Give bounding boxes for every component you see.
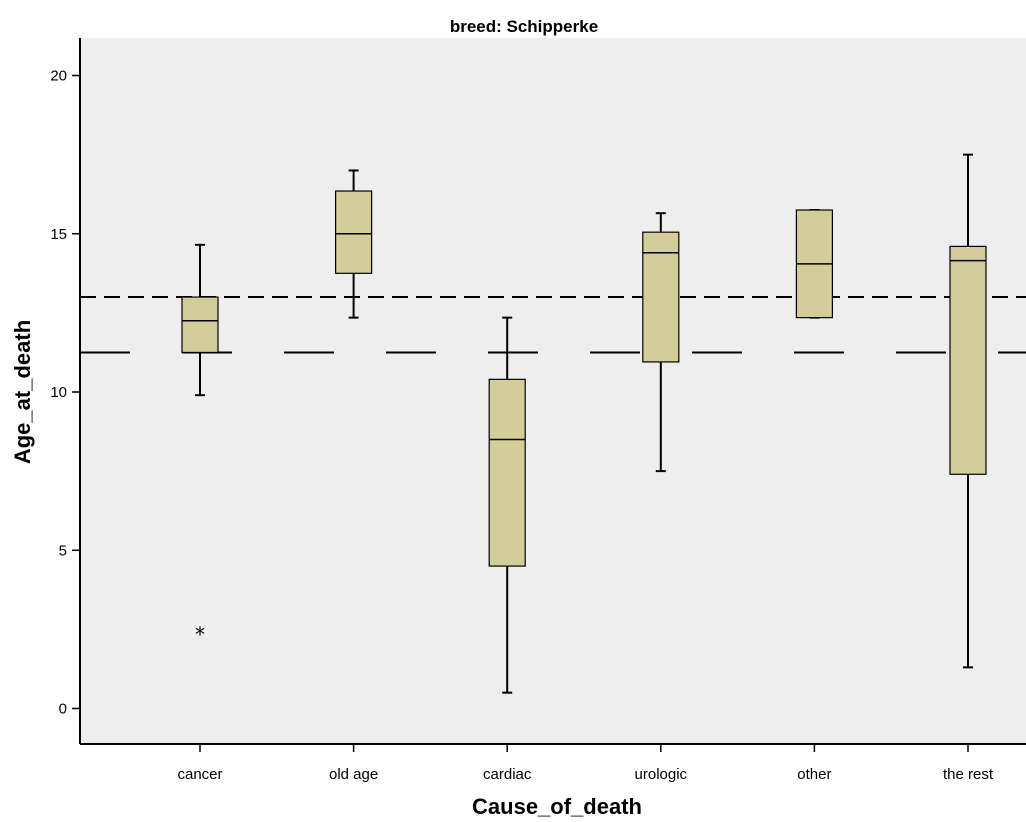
box-iqr — [335, 190, 373, 274]
x-tick-label: the rest — [943, 766, 994, 783]
y-ticks: 0 5 10 15 20 — [50, 68, 80, 718]
y-tick-label: 15 — [50, 226, 67, 243]
box-iqr — [949, 245, 987, 475]
x-tick-label: other — [797, 766, 831, 783]
x-tick-label: cancer — [177, 766, 222, 783]
x-tick-label: urologic — [635, 766, 688, 783]
plot-area — [80, 38, 1026, 744]
box-cardiac — [488, 316, 526, 694]
axes — [79, 38, 1026, 745]
y-axis-label: Age_at_death — [10, 320, 35, 464]
x-tick-label: old age — [329, 766, 378, 783]
y-tick-label: 0 — [59, 701, 67, 718]
box-cancer: * — [181, 243, 219, 647]
reference-lines — [80, 296, 1026, 354]
box-old-age — [335, 169, 373, 319]
box-iqr — [181, 296, 219, 354]
box-the-rest — [949, 153, 987, 669]
box-other — [795, 209, 834, 319]
y-tick-label: 10 — [50, 384, 67, 401]
x-tick-label: cardiac — [483, 766, 532, 783]
chart-title: breed: Schipperke — [450, 17, 598, 36]
box-urologic — [642, 212, 680, 473]
x-ticks: cancer old age cardiac urologic other the res… — [177, 744, 994, 783]
y-tick-label: 5 — [59, 542, 67, 559]
box-group: * — [181, 153, 987, 694]
y-tick-label: 20 — [50, 68, 67, 85]
outlier-point: * — [195, 623, 205, 647]
box-iqr — [488, 378, 526, 567]
x-axis-label: Cause_of_death — [472, 794, 642, 819]
box-iqr — [642, 231, 680, 363]
